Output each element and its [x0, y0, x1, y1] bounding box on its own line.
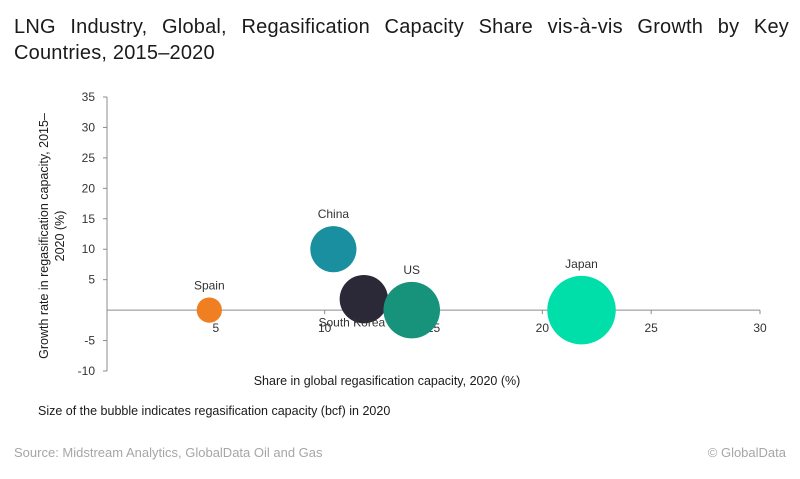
- y-tick-label: 30: [82, 120, 96, 134]
- bubble-size-note: Size of the bubble indicates regasificat…: [38, 404, 391, 418]
- bubble-spain: [196, 297, 222, 323]
- y-tick-label: -10: [78, 364, 96, 378]
- chart-title: LNG Industry, Global, Regasification Cap…: [14, 16, 789, 64]
- bubble-label: Japan: [565, 257, 598, 271]
- y-tick-label: 25: [82, 151, 96, 165]
- y-tick-label: -5: [84, 334, 95, 348]
- x-tick-label: 30: [753, 321, 767, 335]
- y-tick-label: 20: [82, 181, 96, 195]
- bubble-us: [383, 281, 441, 339]
- x-tick-label: 25: [644, 321, 658, 335]
- credit-text: © GlobalData: [707, 445, 786, 460]
- y-axis-title-line: 2020 (%): [53, 211, 67, 262]
- bubble-label: Spain: [194, 278, 225, 292]
- bubble-label-layer: Spain China South Korea US Japan: [194, 207, 598, 329]
- x-tick-label: 10: [318, 321, 332, 335]
- footer: Source: Midstream Analytics, GlobalData …: [0, 437, 800, 479]
- x-axis-title: Share in global regasification capacity,…: [254, 374, 521, 388]
- y-tick-label: 35: [82, 90, 96, 104]
- y-axis-title-line: Growth rate in regasification capacity, …: [37, 113, 51, 359]
- bubble-label: China: [318, 207, 350, 221]
- bubble-label: US: [403, 263, 420, 277]
- bubble-layer: [196, 226, 616, 345]
- bubble-south-korea: [339, 274, 389, 324]
- x-tick-label: 20: [536, 321, 550, 335]
- y-tick-label: 5: [88, 273, 95, 287]
- bubble-label: South Korea: [318, 315, 385, 329]
- y-tick-label: 10: [82, 242, 96, 256]
- x-tick-label: 5: [212, 321, 219, 335]
- y-tick-label: 15: [82, 212, 96, 226]
- source-text: Source: Midstream Analytics, GlobalData …: [14, 445, 323, 460]
- bubble-china: [310, 226, 357, 273]
- bubble-japan: [547, 275, 616, 345]
- y-axis-title: Growth rate in regasification capacity, …: [37, 113, 67, 359]
